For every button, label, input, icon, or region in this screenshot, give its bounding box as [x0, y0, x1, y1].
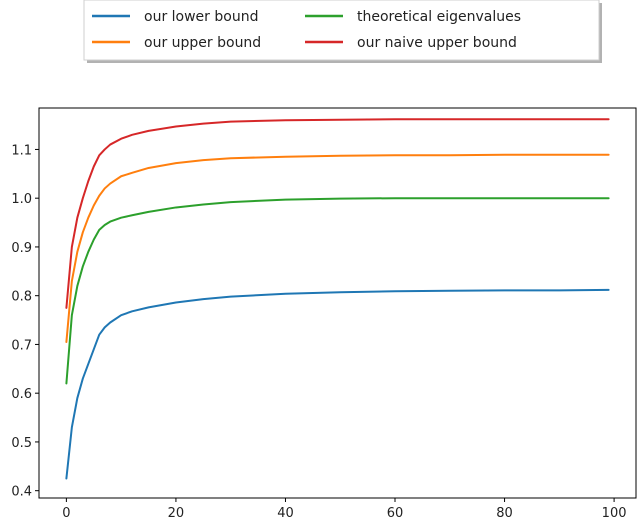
x-axis: 0 20 40 60 80 100 [62, 498, 627, 521]
series-line-3 [65, 118, 610, 309]
y-tick-label: 0.8 [11, 290, 32, 305]
series-line-0 [65, 288, 610, 480]
legend-label-0: our lower bound [144, 9, 258, 25]
y-axis: 0.4 0.5 0.6 0.7 0.8 0.9 1.0 1.1 [11, 143, 39, 500]
plot-frame [38, 107, 637, 499]
y-tick-label: 0.6 [11, 387, 32, 402]
series-line-2 [65, 197, 610, 385]
legend-label-3: our naive upper bound [357, 35, 517, 51]
x-tick-label: 60 [387, 506, 404, 521]
y-tick-label: 0.9 [11, 241, 32, 256]
y-tick-label: 0.5 [11, 436, 32, 451]
x-tick-label: 0 [62, 506, 70, 521]
legend-label-2: theoretical eigenvalues [357, 9, 521, 25]
series-line-1 [65, 153, 610, 343]
y-tick-label: 0.4 [11, 485, 32, 500]
y-tick-label: 1.0 [11, 192, 32, 207]
legend: our lower bound our upper bound theoretica… [83, 0, 602, 63]
x-tick-label: 20 [168, 506, 185, 521]
legend-label-1: our upper bound [144, 35, 261, 51]
y-tick-label: 1.1 [11, 143, 32, 158]
x-tick-label: 40 [277, 506, 294, 521]
x-tick-label: 100 [602, 506, 627, 521]
legend-box [83, 0, 600, 61]
y-tick-label: 0.7 [11, 338, 32, 353]
x-tick-label: 80 [496, 506, 513, 521]
series-lines [65, 118, 610, 480]
